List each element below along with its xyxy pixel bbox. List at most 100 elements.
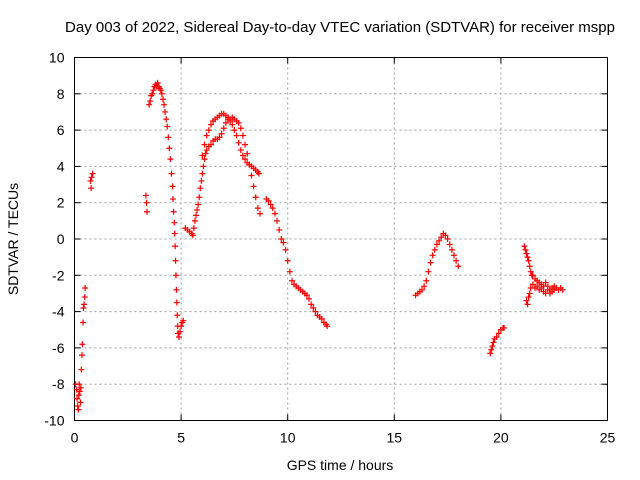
data-point xyxy=(159,96,166,103)
grid xyxy=(74,57,608,421)
data-point xyxy=(487,350,494,357)
data-point xyxy=(142,192,149,199)
data-point xyxy=(544,286,551,293)
data-point xyxy=(433,241,440,248)
data-point xyxy=(442,232,449,239)
data-point xyxy=(191,217,198,224)
data-point xyxy=(274,217,281,224)
data-point xyxy=(200,163,207,170)
data-point xyxy=(170,208,177,215)
data-point xyxy=(425,268,432,275)
y-tick-label: 2 xyxy=(57,195,65,211)
data-point xyxy=(233,132,240,139)
data-point xyxy=(178,323,185,330)
data-point xyxy=(81,301,88,308)
data-point xyxy=(190,225,197,232)
data-point xyxy=(269,205,276,212)
data-point xyxy=(168,170,175,177)
data-point xyxy=(310,304,317,311)
data-point xyxy=(146,101,153,108)
y-tick-label: -6 xyxy=(52,340,65,356)
data-point xyxy=(74,402,81,409)
data-point xyxy=(446,241,453,248)
chart-title: Day 003 of 2022, Sidereal Day-to-day VTE… xyxy=(65,19,615,36)
data-point xyxy=(538,285,545,292)
data-point xyxy=(143,208,150,215)
data-point xyxy=(207,121,214,128)
data-point xyxy=(271,210,278,217)
data-point xyxy=(488,346,495,353)
data-point xyxy=(199,152,206,159)
data-point xyxy=(180,317,187,324)
data-point xyxy=(75,392,82,399)
data-point xyxy=(501,324,508,331)
data-point xyxy=(165,134,172,141)
data-point xyxy=(525,294,532,301)
data-point xyxy=(438,234,445,241)
data-point xyxy=(542,279,549,286)
data-point xyxy=(198,177,205,184)
data-point xyxy=(444,236,451,242)
data-point xyxy=(246,161,253,168)
data-point xyxy=(231,127,238,134)
data-point xyxy=(244,150,251,157)
data-point xyxy=(74,395,81,402)
data-point xyxy=(288,277,295,284)
y-tick-label: 0 xyxy=(57,231,65,247)
data-point xyxy=(431,246,438,253)
data-point xyxy=(242,141,249,148)
data-point xyxy=(194,206,201,213)
data-point xyxy=(201,141,208,148)
data-point xyxy=(421,283,428,290)
data-point xyxy=(88,174,95,181)
data-point xyxy=(162,108,169,115)
data-point xyxy=(523,297,530,304)
data-point xyxy=(254,205,261,212)
data-point xyxy=(216,134,223,141)
y-tick-label: -8 xyxy=(52,376,65,392)
y-tick-label: 8 xyxy=(57,86,65,102)
data-point xyxy=(207,141,214,148)
data-point xyxy=(248,172,255,179)
data-point xyxy=(265,197,272,204)
data-point xyxy=(173,299,180,306)
data-point xyxy=(312,308,319,315)
data-point xyxy=(529,281,536,288)
data-point xyxy=(526,263,533,270)
data-point xyxy=(521,243,528,250)
data-point xyxy=(276,226,283,233)
data-point xyxy=(495,330,502,337)
y-tick-label: 10 xyxy=(49,50,65,66)
data-point xyxy=(534,283,541,290)
data-point xyxy=(150,87,157,94)
data-point xyxy=(166,145,173,152)
data-point xyxy=(171,219,178,226)
data-point xyxy=(455,263,462,270)
data-point xyxy=(490,339,497,346)
x-tick-label: 20 xyxy=(493,430,509,446)
data-point xyxy=(489,343,496,350)
data-point xyxy=(235,119,242,126)
data-point xyxy=(157,87,164,94)
data-point xyxy=(282,246,289,253)
data-point xyxy=(239,132,246,139)
axis-ticks: 0 5 10 15 20 25 -10 -8 -6 -4 -2 0 2 4 6 8 10 xyxy=(44,50,615,446)
data-point xyxy=(77,399,84,406)
data-point xyxy=(201,156,208,163)
data-point xyxy=(546,290,553,297)
data-point xyxy=(154,79,161,86)
data-point xyxy=(87,177,94,184)
data-point xyxy=(303,292,310,299)
data-point xyxy=(222,119,229,126)
data-point xyxy=(164,123,171,130)
data-point xyxy=(559,286,566,293)
data-point xyxy=(167,156,174,163)
data-point xyxy=(286,268,293,275)
data-point xyxy=(436,237,443,244)
data-point xyxy=(235,139,242,146)
data-point xyxy=(163,116,170,123)
data-point xyxy=(78,366,85,373)
data-point xyxy=(427,259,434,266)
data-point xyxy=(242,156,249,163)
data-point xyxy=(78,352,85,359)
